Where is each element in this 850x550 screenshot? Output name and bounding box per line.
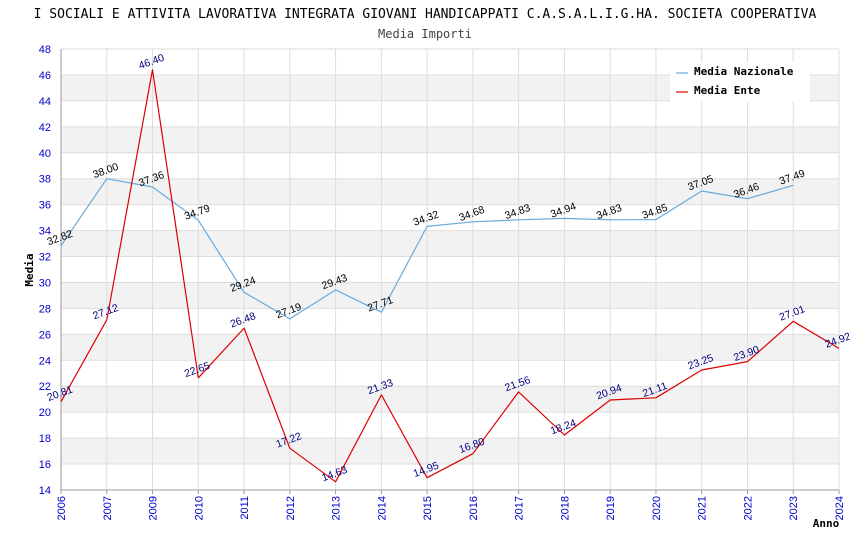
- y-tick-label: 16: [39, 459, 51, 471]
- grid-band: [61, 178, 839, 205]
- axes: [60, 49, 840, 494]
- x-tick-label: 2011: [239, 496, 251, 520]
- data-label-media-ente: 26.48: [229, 310, 258, 330]
- x-tick-label: 2007: [102, 496, 114, 520]
- x-tick-label: 2012: [285, 496, 297, 520]
- x-tick-label: 2019: [605, 496, 617, 520]
- y-tick-label: 18: [39, 433, 51, 445]
- grid-band: [61, 126, 839, 153]
- x-tick-label: 2023: [788, 496, 800, 520]
- data-label-media-nazionale: 38.00: [91, 161, 120, 181]
- x-tick-label: 2013: [331, 496, 343, 520]
- x-tick-label: 2014: [376, 496, 388, 520]
- y-tick-label: 42: [39, 122, 51, 134]
- x-tick-label: 2006: [56, 496, 68, 520]
- y-axis-label: Media: [23, 253, 36, 286]
- series-line-media-nazionale: [60, 178, 794, 320]
- y-tick-label: 26: [39, 329, 51, 341]
- legend-label-media-ente: Media Ente: [694, 84, 761, 97]
- grid-band: [61, 386, 839, 413]
- y-tick-label: 40: [39, 148, 51, 160]
- y-tick-label: 38: [39, 174, 51, 186]
- x-tick-label: 2016: [468, 496, 480, 520]
- x-axis-label: Anno: [813, 517, 840, 530]
- y-tick-label: 36: [39, 200, 51, 212]
- data-label-media-ente: 22.65: [183, 360, 212, 380]
- x-tick-label: 2009: [148, 496, 160, 520]
- grid-band: [61, 282, 839, 309]
- gridlines: [60, 48, 840, 491]
- x-tick-label: 2017: [514, 496, 526, 520]
- y-tick-label: 46: [39, 70, 51, 82]
- y-tick-label: 32: [39, 252, 51, 264]
- y-tick-label: 22: [39, 381, 51, 393]
- y-tick-labels: 14 16 18 20 22 24 26 28 30 32 34 36 38 40 42 44 46 48: [39, 44, 51, 497]
- y-tick-label: 44: [39, 96, 51, 108]
- x-tick-label: 2010: [193, 496, 205, 520]
- x-tick-labels: 2006 2007 2009 2010 2011 2012 2013 2014 2015 2016…: [56, 496, 846, 520]
- y-tick-label: 14: [39, 485, 51, 497]
- x-tick-label: 2015: [422, 496, 434, 520]
- grid-bands: [61, 74, 839, 465]
- data-label-media-ente: 46.40: [137, 52, 166, 72]
- series-lines: [60, 69, 840, 483]
- legend-label-media-nazionale: Media Nazionale: [694, 65, 794, 78]
- y-tick-label: 28: [39, 303, 51, 315]
- grid-band: [61, 438, 839, 465]
- x-tick-label: 2021: [697, 496, 709, 520]
- legend: Media Nazionale Media Ente: [670, 62, 810, 102]
- y-tick-label: 48: [39, 44, 51, 56]
- series-line-media-ente: [60, 69, 840, 483]
- y-tick-label: 30: [39, 277, 51, 289]
- chart-subtitle: Media Importi: [378, 27, 472, 41]
- y-tick-label: 34: [39, 226, 51, 238]
- y-tick-label: 20: [39, 407, 51, 419]
- grid-band: [61, 334, 839, 361]
- x-tick-label: 2024: [834, 496, 846, 520]
- x-tick-label: 2022: [742, 496, 754, 520]
- chart-title: I SOCIALI E ATTIVITA LAVORATIVA INTEGRAT…: [34, 7, 817, 22]
- legend-box: [670, 62, 810, 102]
- y-tick-label: 24: [39, 355, 51, 367]
- x-tick-label: 2018: [559, 496, 571, 520]
- x-tick-label: 2020: [651, 496, 663, 520]
- grid-band: [61, 230, 839, 257]
